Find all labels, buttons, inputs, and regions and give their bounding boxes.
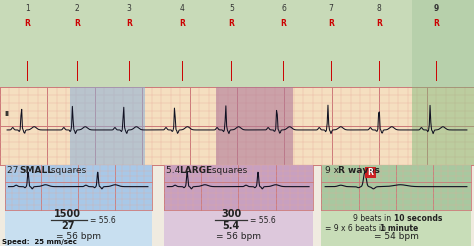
Text: = 54 bpm: = 54 bpm	[374, 232, 419, 241]
Bar	[164, 165, 313, 210]
Text: squares: squares	[209, 166, 247, 175]
Bar	[5, 165, 152, 210]
Bar	[412, 87, 474, 165]
Text: 9 x: 9 x	[325, 166, 342, 175]
Text: R waves: R waves	[338, 166, 380, 175]
Text: 27: 27	[61, 221, 74, 231]
Text: R: R	[180, 19, 185, 28]
Bar	[321, 165, 471, 246]
Text: squares: squares	[48, 166, 87, 175]
Text: R: R	[433, 19, 439, 28]
Bar	[0, 0, 474, 87]
Text: 5.4: 5.4	[222, 221, 240, 231]
Text: 1500: 1500	[55, 209, 81, 218]
Text: 8: 8	[377, 4, 382, 13]
Text: 3: 3	[127, 4, 131, 13]
Text: 27: 27	[7, 166, 21, 175]
Text: 300: 300	[221, 209, 241, 218]
Text: = 56 bpm: = 56 bpm	[216, 232, 261, 241]
Text: 1: 1	[25, 4, 30, 13]
Text: = 55.6: = 55.6	[90, 215, 116, 225]
Text: 7: 7	[328, 4, 333, 13]
Text: = 55.6: = 55.6	[250, 215, 276, 225]
Text: 9: 9	[433, 4, 439, 13]
Text: Speed:  25 mm/sec: Speed: 25 mm/sec	[2, 239, 77, 245]
Text: 5.4: 5.4	[166, 166, 183, 175]
Text: = 56 bpm: = 56 bpm	[56, 232, 100, 241]
Text: 2: 2	[74, 4, 79, 13]
Text: II: II	[5, 111, 10, 117]
Bar	[0, 87, 474, 165]
Bar	[412, 0, 474, 87]
Text: R: R	[328, 19, 334, 28]
Text: 5: 5	[229, 4, 234, 13]
Bar	[70, 87, 145, 165]
Bar	[216, 87, 293, 165]
Bar	[5, 165, 152, 246]
Text: 4: 4	[180, 4, 185, 13]
Text: R: R	[25, 19, 30, 28]
Text: 6: 6	[281, 4, 286, 13]
Text: R: R	[228, 19, 234, 28]
Text: SMALL: SMALL	[19, 166, 53, 175]
Text: R: R	[281, 19, 286, 28]
Bar	[164, 165, 313, 246]
Text: R: R	[368, 168, 374, 177]
Text: = 9 x 6 beats in: = 9 x 6 beats in	[325, 224, 389, 233]
Bar	[365, 167, 376, 178]
Text: R: R	[74, 19, 80, 28]
Text: 10 seconds: 10 seconds	[393, 214, 442, 223]
Bar	[321, 165, 471, 210]
Text: 9 beats in: 9 beats in	[353, 214, 393, 223]
Text: 1 minute: 1 minute	[380, 224, 418, 233]
Text: R: R	[376, 19, 382, 28]
Text: LARGE: LARGE	[179, 166, 212, 175]
Text: R: R	[126, 19, 132, 28]
